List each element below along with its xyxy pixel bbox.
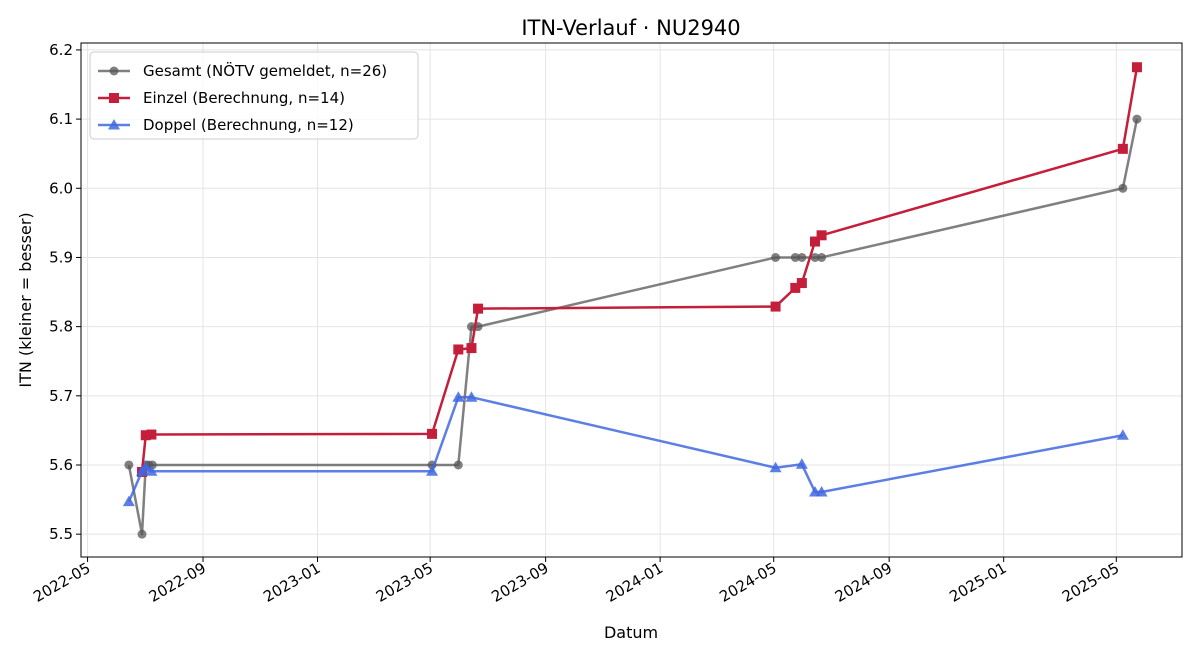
data-point: [453, 344, 464, 355]
legend-label: Einzel (Berechnung, n=14): [143, 89, 345, 107]
data-point: [797, 252, 807, 262]
legend-marker: [108, 119, 120, 130]
legend-label: Gesamt (NÖTV gemeldet, n=26): [143, 61, 387, 80]
y-tick-label: 5.9: [49, 248, 73, 266]
data-point: [790, 252, 800, 262]
data-point: [1117, 143, 1128, 154]
data-point: [1132, 114, 1142, 124]
data-point: [815, 485, 828, 497]
legend-entry: Einzel (Berechnung, n=14): [98, 89, 345, 107]
y-tick-label: 5.8: [49, 318, 73, 336]
data-point: [1118, 183, 1128, 193]
legend-entry: Doppel (Berechnung, n=12): [98, 116, 354, 134]
data-point: [122, 495, 135, 507]
data-point: [1116, 429, 1129, 440]
data-point: [453, 460, 463, 470]
data-point: [770, 301, 781, 312]
y-axis: 5.5 5.6 5.7 5.8 5.9 6.0 6.1 6.2: [49, 41, 81, 543]
data-point: [465, 391, 478, 402]
data-point: [137, 529, 147, 539]
legend-label: Doppel (Berechnung, n=12): [143, 116, 354, 134]
y-tick-label: 5.6: [49, 456, 73, 474]
y-tick-label: 6.1: [49, 110, 73, 128]
data-point: [466, 343, 477, 354]
data-point: [810, 236, 820, 247]
legend-box: [89, 51, 419, 140]
legend: Gesamt (NÖTV gemeldet, n=26) Einzel (Bere…: [89, 51, 419, 140]
data-point: [140, 430, 151, 441]
y-axis-label: ITN (kleiner = besser): [16, 212, 35, 387]
series-1: [137, 62, 1142, 477]
data-point: [145, 465, 158, 476]
data-point: [427, 428, 438, 439]
data-point: [473, 303, 484, 314]
series-2: [122, 391, 1129, 507]
data-point: [426, 465, 439, 476]
data-point: [810, 252, 820, 262]
series-layer: [122, 62, 1142, 539]
data-point: [816, 230, 827, 241]
y-tick-label: 6.2: [49, 41, 73, 59]
y-tick-label: 5.5: [49, 525, 73, 543]
data-point: [124, 460, 134, 470]
data-point: [146, 429, 157, 440]
data-point: [771, 252, 781, 262]
data-point: [452, 391, 465, 402]
data-point: [790, 282, 801, 293]
data-point: [817, 252, 827, 262]
legend-entry: Gesamt (NÖTV gemeldet, n=26): [98, 61, 387, 80]
data-point: [147, 460, 157, 470]
y-tick-label: 6.0: [49, 179, 73, 197]
data-point: [1131, 62, 1142, 73]
x-axis-label: Datum: [604, 623, 658, 642]
data-point: [796, 278, 807, 289]
data-point: [139, 461, 152, 472]
data-point: [769, 461, 782, 473]
y-tick-label: 5.7: [49, 387, 73, 405]
legend-marker: [109, 66, 119, 76]
plot-frame: [80, 42, 1183, 558]
data-point: [795, 458, 808, 469]
legend-marker: [109, 93, 119, 103]
chart-title: ITN-Verlauf · NU2940: [521, 16, 740, 40]
